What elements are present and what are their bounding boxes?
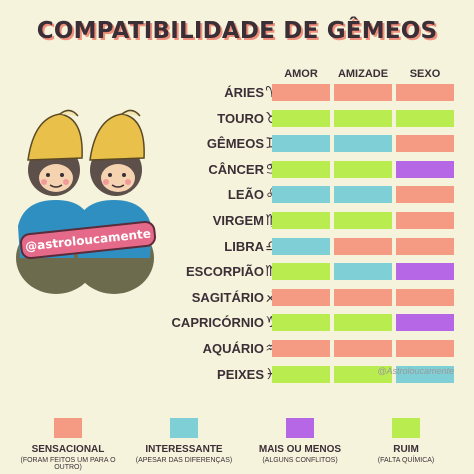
compat-cell-amizade [334,135,392,152]
compat-cell-amor [272,84,330,101]
sign-row: TOURO♉ [160,109,460,129]
legend-item-sensacional: SENSACIONAL (FORAM FEITOS UM PARA O OUTR… [10,400,126,471]
compat-cell-amizade [334,366,392,383]
compat-cell-amor [272,161,330,178]
legend-label: RUIM [393,444,419,455]
sign-row: ESCORPIÃO♏ [160,262,460,282]
compat-cell-amizade [334,212,392,229]
compat-cell-sexo [396,289,454,306]
legend-sub: (FORAM FEITOS UM PARA O OUTRO) [20,457,116,471]
compat-cell-amizade [334,289,392,306]
compat-cell-sexo [396,84,454,101]
compat-cell-amor [272,212,330,229]
compat-cell-amor [272,110,330,127]
legend-sub: (ALGUNS CONFLITOS) [262,457,338,464]
compat-cell-sexo [396,135,454,152]
legend-label: INTERESSANTE [145,444,223,455]
legend-item-interessante: INTERESSANTE (APESAR DAS DIFERENÇAS) [126,400,242,464]
compat-cell-sexo [396,314,454,331]
compat-cell-amor [272,238,330,255]
sign-row: SAGITÁRIO♐ [160,288,460,308]
sign-row: CÂNCER♋ [160,160,460,180]
sign-row: VIRGEM♍ [160,211,460,231]
legend-item-ruim: RUIM (FALTA QUÍMICA) [348,400,464,464]
sign-label: ÁRIES [224,85,264,100]
compat-cell-amizade [334,84,392,101]
compat-cell-amor [272,366,330,383]
compat-cell-sexo [396,366,454,383]
sign-label: CAPRICÓRNIO [171,315,264,330]
compat-cell-sexo [396,238,454,255]
sign-row: AQUÁRIO♒ [160,339,460,359]
watermark: @Astroloucamente [377,366,454,376]
legend: SENSACIONAL (FORAM FEITOS UM PARA O OUTR… [0,400,474,474]
sign-label: PEIXES [217,367,264,382]
twins-illustration [4,108,164,303]
compat-cell-amizade [334,238,392,255]
compat-cell-sexo [396,161,454,178]
compat-cell-amizade [334,263,392,280]
column-header-amizade: AMIZADE [337,68,389,80]
sign-label: AQUÁRIO [202,341,264,356]
compat-cell-amor [272,135,330,152]
compat-cell-amor [272,314,330,331]
compat-cell-sexo [396,186,454,203]
compat-cell-sexo [396,263,454,280]
compat-cell-amor [272,263,330,280]
sign-row: LEÃO♌ [160,185,460,205]
legend-label: SENSACIONAL [31,444,105,455]
legend-swatch [392,418,420,438]
legend-sub: (APESAR DAS DIFERENÇAS) [135,457,233,464]
page-title: COMPATIBILIDADE DE GÊMEOS [36,18,438,44]
column-header-sexo: SEXO [409,68,441,80]
compat-cell-amizade [334,186,392,203]
compat-cell-amizade [334,314,392,331]
compat-cell-sexo [396,110,454,127]
column-header-amor: AMOR [284,68,318,80]
sign-label: CÂNCER [208,162,264,177]
sign-row: ÁRIES♈ [160,83,460,103]
sign-label: GÊMEOS [206,136,264,151]
sign-row: PEIXES♓ [160,365,460,385]
compat-cell-amor [272,186,330,203]
sign-label: ESCORPIÃO [185,264,264,279]
sign-row: LIBRA♎ [160,237,460,257]
sign-label: LEÃO [227,187,264,202]
legend-item-mais-ou-menos: MAIS OU MENOS (ALGUNS CONFLITOS) [242,400,358,464]
compat-cell-amizade [334,110,392,127]
sign-label: LIBRA [224,239,264,254]
compat-cell-sexo [396,340,454,357]
sign-row: GÊMEOS♊ [160,134,460,154]
legend-swatch [286,418,314,438]
compat-cell-amizade [334,161,392,178]
sign-label: TOURO [217,111,264,126]
compat-cell-amor [272,289,330,306]
legend-swatch [170,418,198,438]
sign-label: VIRGEM [212,213,264,228]
legend-swatch [54,418,82,438]
legend-label: MAIS OU MENOS [258,444,342,455]
sign-label: SAGITÁRIO [191,290,264,305]
sign-row: CAPRICÓRNIO♑ [160,313,460,333]
legend-sub: (FALTA QUÍMICA) [377,457,435,464]
compat-cell-amizade [334,340,392,357]
compat-cell-amor [272,340,330,357]
compat-cell-sexo [396,212,454,229]
